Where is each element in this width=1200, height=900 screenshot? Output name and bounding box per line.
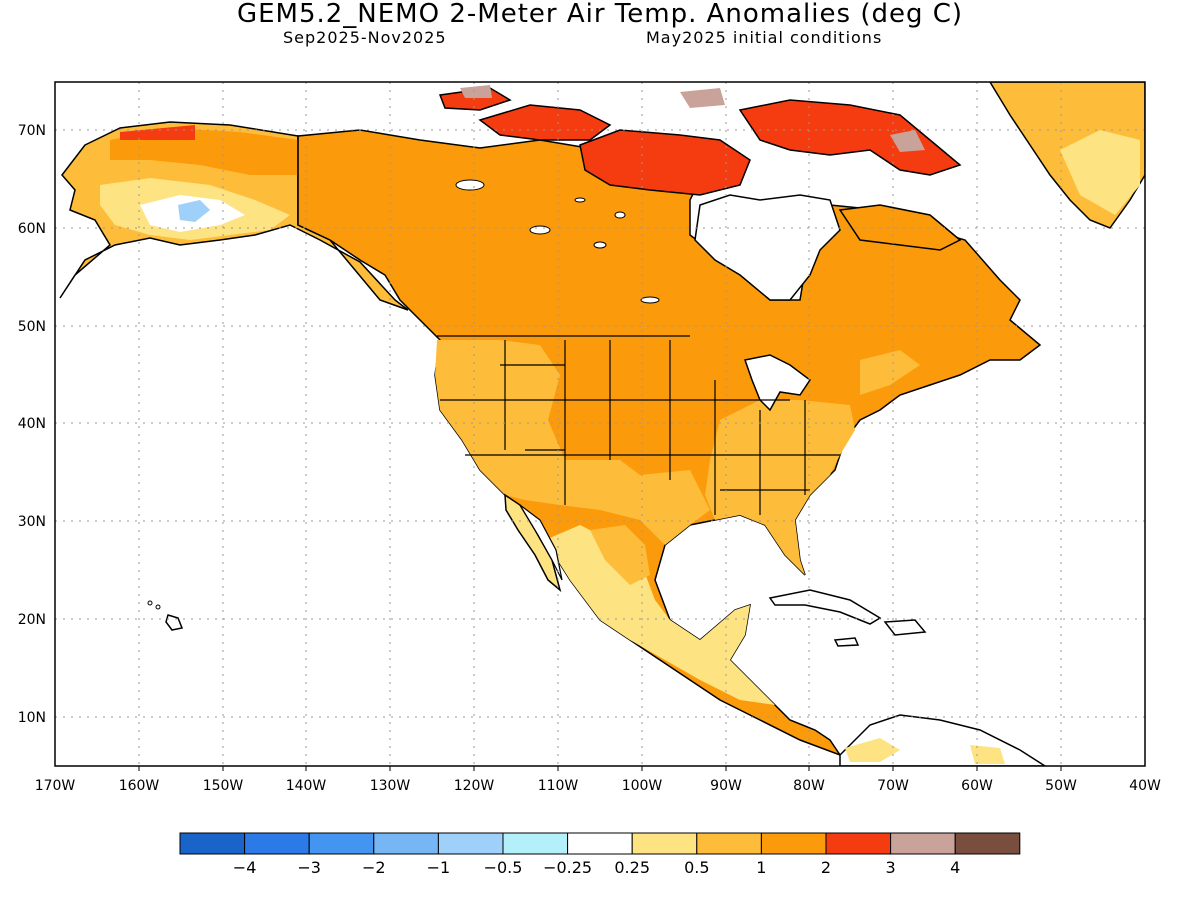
arctic-island-1 bbox=[579, 129, 751, 196]
lon-label: 90W bbox=[710, 778, 742, 794]
arctic-brown-patch-3 bbox=[460, 85, 492, 98]
lat-label: 10N bbox=[18, 710, 46, 726]
colorbar-swatch bbox=[567, 832, 633, 855]
arctic-island-2 bbox=[738, 99, 962, 176]
colorbar-label: −0.5 bbox=[484, 858, 523, 877]
hawaii-island-small bbox=[147, 600, 153, 606]
colorbar-label: 1 bbox=[756, 858, 766, 877]
colorbar-swatch bbox=[308, 832, 375, 855]
colorbar-label: 0.25 bbox=[614, 858, 650, 877]
forecast-period: Sep2025-Nov2025 bbox=[283, 28, 447, 47]
lat-label: 20N bbox=[18, 612, 46, 628]
colorbar-swatch bbox=[631, 832, 698, 855]
colorbar-swatch bbox=[373, 832, 439, 855]
colorbar-swatch bbox=[179, 832, 246, 855]
map-title: GEM5.2_NEMO 2-Meter Air Temp. Anomalies … bbox=[236, 0, 964, 29]
gulf-of-california bbox=[519, 504, 563, 581]
arctic-island-5 bbox=[838, 204, 962, 251]
lon-label: 80W bbox=[793, 778, 825, 794]
map-frame bbox=[54, 81, 1146, 767]
lon-label: 150W bbox=[203, 778, 244, 794]
arctic-brown-patch-1 bbox=[680, 88, 725, 108]
colorbar-swatch bbox=[954, 832, 1021, 855]
state-borders bbox=[297, 136, 840, 515]
greenland-pale-area bbox=[1060, 130, 1140, 215]
great-lakes bbox=[744, 354, 812, 412]
lon-label: 100W bbox=[622, 778, 663, 794]
lon-label: 50W bbox=[1045, 778, 1077, 794]
lon-label: 160W bbox=[119, 778, 160, 794]
colorbar-label: 2 bbox=[821, 858, 831, 877]
usa-east-region bbox=[705, 400, 855, 575]
south-america-pale-patch bbox=[845, 738, 900, 762]
lat-label: 60N bbox=[18, 221, 46, 237]
jamaica-island bbox=[833, 637, 860, 647]
lon-label: 110W bbox=[538, 778, 579, 794]
map-field bbox=[55, 82, 1145, 766]
lat-label: 50N bbox=[18, 319, 46, 335]
lon-label: 70W bbox=[877, 778, 909, 794]
lon-label: 120W bbox=[454, 778, 495, 794]
colorbar: −4 −3 −2 −1 −0.5 −0.25 0.25 0.5 1 2 3 4 bbox=[179, 832, 1021, 877]
lon-label: 140W bbox=[286, 778, 327, 794]
lon-axis: 170W 160W 150W 140W 130W 120W 110W 100W … bbox=[35, 778, 1161, 794]
lat-label: 30N bbox=[18, 514, 46, 530]
hawaii-islands bbox=[165, 614, 184, 631]
colorbar-label: 4 bbox=[950, 858, 960, 877]
lat-axis: 70N 60N 50N 40N 30N 20N 10N bbox=[18, 123, 46, 726]
canada-lakes bbox=[455, 179, 660, 304]
arctic-island-3 bbox=[478, 104, 612, 141]
lat-label: 40N bbox=[18, 416, 46, 432]
colorbar-swatch bbox=[437, 832, 504, 855]
colorbar-label: −0.25 bbox=[543, 858, 592, 877]
colorbar-swatch bbox=[696, 832, 762, 855]
initial-conditions: May2025 initial conditions bbox=[646, 28, 883, 47]
alaska-north-red bbox=[120, 125, 195, 140]
south-america-pale-patch-2 bbox=[970, 745, 1005, 764]
mexico-orange-core bbox=[590, 525, 650, 585]
cuba-island bbox=[768, 589, 882, 625]
colorbar-label: 0.5 bbox=[684, 858, 709, 877]
colorbar-swatch bbox=[825, 832, 892, 855]
colorbar-swatch bbox=[244, 832, 310, 855]
usa-east-small-patch bbox=[860, 350, 920, 395]
lon-label: 170W bbox=[35, 778, 76, 794]
hudson-bay bbox=[694, 194, 841, 301]
alaska-cool-patch bbox=[178, 200, 210, 222]
lon-label: 40W bbox=[1129, 778, 1161, 794]
colorbar-swatch bbox=[760, 832, 827, 855]
hawaii-island-small bbox=[155, 604, 161, 610]
hispaniola-island bbox=[883, 619, 927, 636]
graticule bbox=[55, 82, 1145, 766]
arctic-brown-patch-2 bbox=[890, 130, 925, 152]
colorbar-swatch bbox=[890, 832, 956, 855]
colorbar-label: −1 bbox=[427, 858, 451, 877]
lon-ticks bbox=[138, 766, 1062, 771]
colorbar-swatch bbox=[502, 832, 569, 855]
lon-label: 130W bbox=[370, 778, 411, 794]
colorbar-label: −4 bbox=[233, 858, 257, 877]
colorbar-label: −2 bbox=[362, 858, 386, 877]
lat-label: 70N bbox=[18, 123, 46, 139]
usa-west-region bbox=[435, 340, 710, 545]
colorbar-label: −3 bbox=[297, 858, 321, 877]
colorbar-label: 3 bbox=[886, 858, 896, 877]
lon-label: 60W bbox=[961, 778, 993, 794]
mexico-pale-region bbox=[545, 525, 775, 705]
